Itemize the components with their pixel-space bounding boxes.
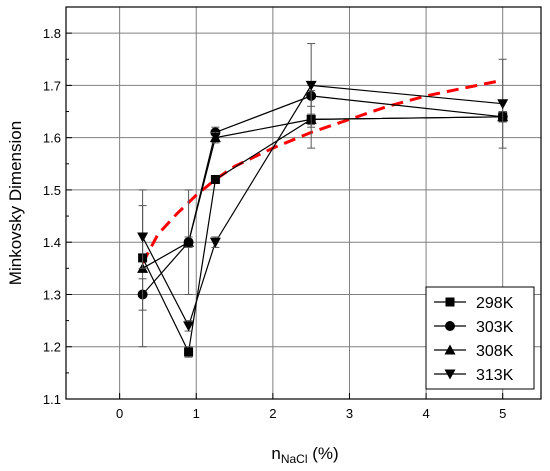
legend: 298K 303K 308K 313K — [425, 286, 535, 390]
axis-ticks: 0 1 2 3 4 5 1.1 1.2 1.3 1.4 1.5 1.6 1.7 1.8 — [43, 26, 506, 421]
x-axis-label-main: n — [271, 444, 280, 463]
data-point — [183, 321, 195, 332]
legend-marker — [444, 344, 456, 355]
legend-label: 313K — [476, 367, 514, 384]
x-tick-label: 0 — [116, 406, 123, 421]
x-tick-label: 4 — [422, 406, 429, 421]
legend-marker — [444, 369, 456, 380]
y-tick-label: 1.7 — [43, 78, 61, 93]
data-point — [209, 237, 221, 248]
y-tick-label: 1.3 — [43, 287, 61, 302]
x-tick-label: 5 — [499, 406, 506, 421]
y-axis-label: Minkovsky Dimension — [6, 121, 25, 285]
x-axis-label-unit: (%) — [307, 444, 338, 463]
legend-label: 298K — [476, 295, 514, 312]
legend-label: 308K — [476, 343, 514, 360]
data-point — [209, 132, 221, 143]
data-point — [497, 99, 509, 110]
y-tick-label: 1.4 — [43, 235, 61, 250]
series-group — [137, 43, 509, 358]
plot-frame — [65, 6, 542, 400]
legend-label: 303K — [476, 319, 514, 336]
x-axis-label-subscript: NaCl — [281, 452, 308, 466]
x-axis-label: nNaCl (%) — [271, 444, 338, 466]
x-tick-label: 2 — [269, 406, 276, 421]
y-tick-label: 1.8 — [43, 26, 61, 41]
legend-marker — [445, 321, 455, 331]
y-tick-label: 1.1 — [43, 392, 61, 407]
x-tick-label: 1 — [193, 406, 200, 421]
x-tick-label: 3 — [346, 406, 353, 421]
data-point — [183, 236, 195, 247]
y-tick-label: 1.5 — [43, 183, 61, 198]
data-point — [184, 347, 194, 357]
series-313K — [137, 43, 509, 332]
legend-marker — [445, 297, 455, 307]
data-point — [210, 174, 220, 184]
data-point — [137, 232, 149, 243]
data-point — [305, 80, 317, 91]
legend-box — [425, 286, 535, 390]
y-tick-label: 1.6 — [43, 131, 61, 146]
y-tick-label: 1.2 — [43, 340, 61, 355]
